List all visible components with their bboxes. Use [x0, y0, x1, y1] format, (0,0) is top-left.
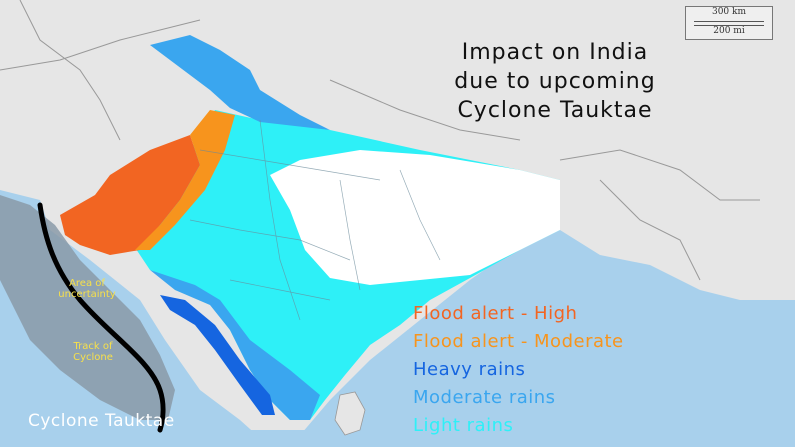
track-of-cyclone-label: Track of Cyclone: [58, 341, 128, 363]
scale-bar: 300 km 200 mi: [685, 6, 773, 40]
track-label-line-1: Track of: [73, 341, 113, 352]
area-label-line-1: Area of: [69, 278, 105, 289]
legend-flood-high: Flood alert - High: [413, 303, 578, 324]
legend-heavy-rains: Heavy rains: [413, 359, 526, 380]
state-borders: [189, 119, 441, 321]
area-of-uncertainty-label: Area of uncertainty: [52, 278, 122, 300]
area-label-line-2: uncertainty: [58, 289, 116, 300]
region-flood-moderate: [135, 110, 235, 250]
legend-moderate-rains: Moderate rains: [413, 387, 556, 408]
legend-flood-moderate: Flood alert - Moderate: [413, 331, 624, 352]
title-line-2: due to upcoming: [454, 69, 656, 94]
region-flood-high: [60, 135, 200, 255]
region-north-moderate: [150, 35, 330, 130]
region-unaffected: [270, 150, 560, 285]
title-line-1: Impact on India: [461, 40, 649, 65]
south-sea: [0, 430, 795, 447]
track-label-line-2: Cyclone: [73, 352, 113, 363]
scale-km: 300 km: [711, 7, 747, 17]
sri-lanka: [334, 391, 366, 436]
title-line-3: Cyclone Tauktae: [457, 98, 653, 123]
legend-light-rains: Light rains: [413, 415, 514, 436]
cyclone-name-label: Cyclone Tauktae: [28, 411, 175, 431]
region-heavy-rains: [160, 295, 275, 415]
neighbour-borders: [0, 0, 760, 281]
region-moderate-rains: [150, 270, 320, 420]
cyclone-track: [37, 202, 166, 433]
map-title: Impact on India due to upcoming Cyclone …: [385, 40, 725, 130]
scale-mi: 200 mi: [713, 26, 745, 36]
bay-of-bengal: [290, 230, 795, 447]
scale-bar-line: [694, 21, 764, 26]
